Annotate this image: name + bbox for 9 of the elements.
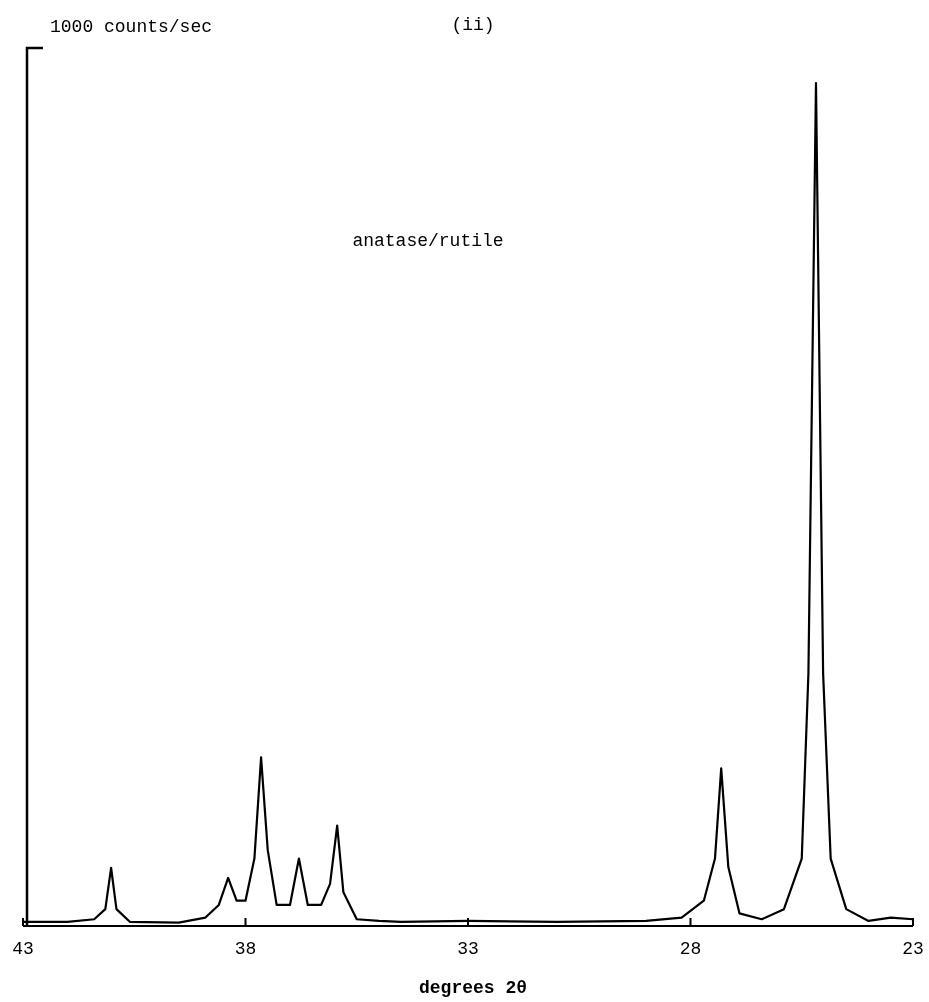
x-tick-label: 38 xyxy=(234,939,257,959)
annotation: anatase/rutile xyxy=(352,231,504,251)
x-tick-label: 33 xyxy=(457,939,479,959)
x-tick-label: 43 xyxy=(12,939,34,959)
x-axis-title: degrees 2θ xyxy=(418,978,528,998)
x-tick-label: 28 xyxy=(679,939,702,959)
x-tick-label: 23 xyxy=(902,939,924,959)
y-axis-title: 1000 counts/sec xyxy=(50,17,213,37)
chart-title: (ii) xyxy=(451,15,495,35)
